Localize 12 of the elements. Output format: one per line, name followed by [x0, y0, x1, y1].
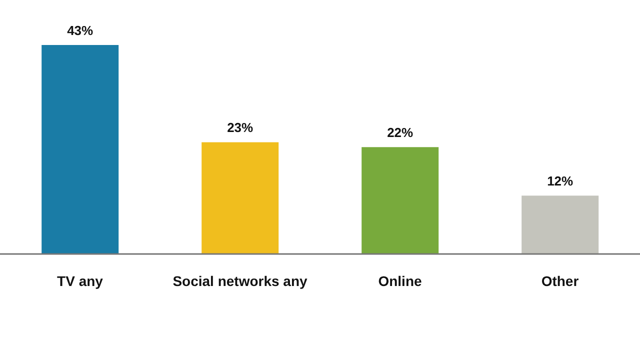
data-label: 43%	[67, 23, 94, 38]
bar	[362, 147, 439, 254]
bar	[522, 196, 599, 254]
bar	[202, 142, 279, 254]
data-label: 22%	[387, 125, 414, 140]
data-label: 12%	[547, 174, 574, 189]
data-label: 23%	[227, 120, 254, 136]
bar	[42, 45, 119, 254]
x-tick-label: Social networks any	[172, 272, 308, 289]
x-tick-label: Online	[378, 272, 422, 289]
x-tick-label: Other	[541, 272, 580, 289]
x-tick-label: TV any	[57, 272, 104, 289]
